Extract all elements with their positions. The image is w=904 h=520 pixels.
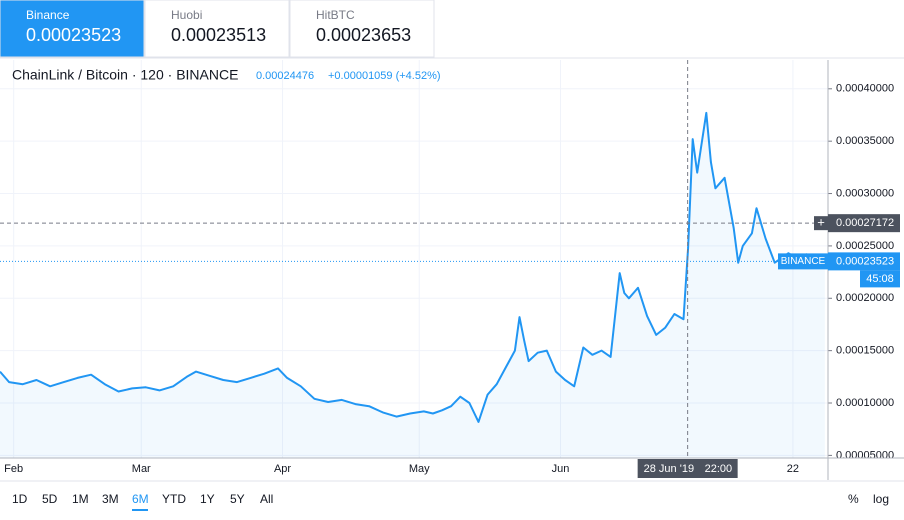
series-label: BINANCE <box>781 256 826 267</box>
y-tick-label: 0.00025000 <box>836 240 894 252</box>
last-price-label: 0.00023523 <box>836 255 894 267</box>
x-tick-label: May <box>409 463 430 475</box>
range-button[interactable]: 1M <box>72 492 89 506</box>
y-tick-label: 0.00040000 <box>836 83 894 95</box>
crosshair-date: 28 Jun '19 <box>644 463 694 475</box>
tab-exchange: Binance <box>26 8 70 22</box>
crosshair-time: 22:00 <box>705 463 733 475</box>
exchange-tab[interactable] <box>144 0 290 58</box>
x-tick-label: Feb <box>4 463 23 475</box>
y-tick-label: 0.00030000 <box>836 187 894 199</box>
crosshair-price-box <box>828 214 900 233</box>
crosshair-plus: + <box>817 215 825 230</box>
x-tick-label: Apr <box>274 463 291 475</box>
tab-price: 0.00023513 <box>171 25 266 45</box>
x-tick-label: Mar <box>132 463 151 475</box>
range-button[interactable]: 3M <box>102 492 119 506</box>
scale-button[interactable]: % <box>848 492 859 506</box>
range-button[interactable]: 6M <box>132 492 149 506</box>
x-tick-label: Jun <box>552 463 570 475</box>
area <box>0 112 825 459</box>
scale-button[interactable]: log <box>873 492 889 506</box>
y-tick-label: 0.00010000 <box>836 397 894 409</box>
crosshair-price: 0.00027172 <box>836 217 894 229</box>
y-tick-label: 0.00005000 <box>836 449 894 461</box>
series-label-box <box>778 253 828 270</box>
tab-exchange: HitBTC <box>316 8 355 22</box>
countdown: 45:08 <box>866 273 894 285</box>
exchange-tab[interactable] <box>289 0 435 58</box>
y-tick-label: 0.00035000 <box>836 135 894 147</box>
exchange-tab[interactable] <box>0 0 145 58</box>
y-tick-label: 0.00020000 <box>836 292 894 304</box>
last-price-box <box>828 252 900 271</box>
quote: 0.00024476 <box>256 70 314 82</box>
tab-exchange: Huobi <box>171 8 202 22</box>
x-tick-label: 22 <box>787 463 799 475</box>
symbol-title: ChainLink / Bitcoin · 120 · BINANCE <box>12 67 238 83</box>
crosshair-time-box <box>637 459 738 478</box>
countdown-box <box>860 270 900 288</box>
range-button[interactable]: 1D <box>12 492 28 506</box>
range-button[interactable]: All <box>260 492 273 506</box>
range-button[interactable]: 5Y <box>230 492 245 506</box>
price-line <box>0 111 825 423</box>
tab-price: 0.00023653 <box>316 25 411 45</box>
range-button[interactable]: 1Y <box>200 492 215 506</box>
tab-price: 0.00023523 <box>26 25 121 45</box>
change: +0.00001059 (+4.52%) <box>328 70 441 82</box>
range-button[interactable]: YTD <box>162 492 186 506</box>
range-button[interactable]: 5D <box>42 492 58 506</box>
crosshair-plus-box <box>814 216 828 231</box>
y-tick-label: 0.00015000 <box>836 345 894 357</box>
